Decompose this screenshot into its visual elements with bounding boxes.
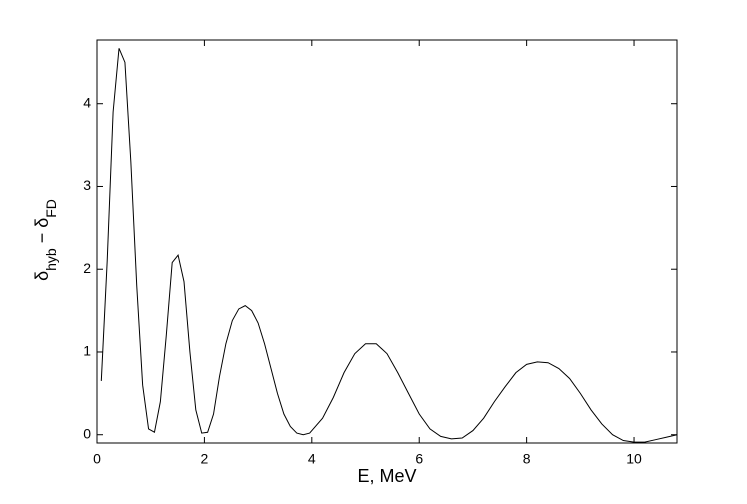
plot-frame (96, 39, 678, 444)
y-tick-label: 2 (83, 260, 91, 276)
x-tick-label: 0 (93, 451, 101, 467)
y-tick-label: 4 (83, 94, 91, 110)
y-axis-label: δhyb − δFD (32, 199, 59, 281)
y-label-part: − δ (32, 218, 52, 249)
y-label-sub: FD (43, 199, 59, 218)
y-tick-label: 1 (83, 343, 91, 359)
y-label-part: δ (32, 271, 52, 281)
y-tick-label: 3 (83, 177, 91, 193)
x-tick-label: 6 (415, 451, 423, 467)
x-tick-label: 2 (201, 451, 209, 467)
data-line (100, 48, 678, 443)
y-tick-label: 0 (83, 425, 91, 441)
x-axis-label: E, MeV (357, 466, 416, 486)
x-tick-label: 8 (523, 451, 531, 467)
x-tick-label: 10 (626, 451, 642, 467)
x-tick-label: 4 (308, 451, 316, 467)
y-label-sub: hyb (43, 248, 59, 271)
